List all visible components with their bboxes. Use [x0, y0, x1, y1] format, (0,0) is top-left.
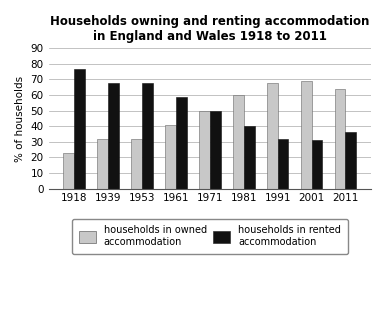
Bar: [165, 125, 176, 188]
Bar: [142, 83, 153, 188]
Bar: [244, 126, 254, 188]
Bar: [108, 83, 119, 188]
Bar: [267, 83, 278, 188]
Bar: [199, 111, 210, 188]
Bar: [312, 140, 322, 188]
Legend: households in owned
accommodation, households in rented
accommodation: households in owned accommodation, house…: [72, 219, 348, 254]
Bar: [176, 97, 187, 188]
Bar: [97, 139, 108, 188]
Bar: [210, 111, 221, 188]
Title: Households owning and renting accommodation
in England and Wales 1918 to 2011: Households owning and renting accommodat…: [50, 15, 369, 43]
Bar: [131, 139, 142, 188]
Bar: [233, 95, 244, 188]
Bar: [345, 132, 356, 188]
Bar: [278, 139, 288, 188]
Bar: [301, 81, 312, 188]
Bar: [63, 153, 74, 188]
Bar: [74, 68, 85, 188]
Bar: [335, 89, 345, 188]
Y-axis label: % of households: % of households: [15, 76, 25, 162]
